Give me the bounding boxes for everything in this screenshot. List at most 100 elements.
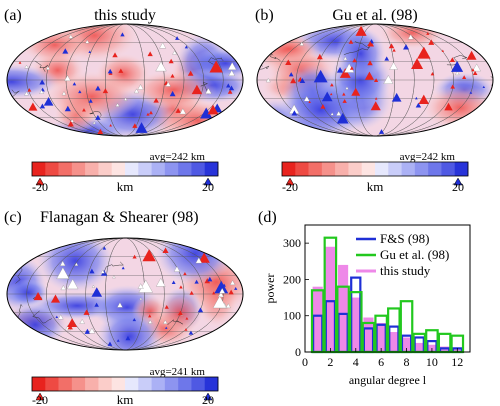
map-triangle-symbol	[70, 118, 75, 123]
map-triangle-symbol	[471, 68, 475, 72]
y-tick-label: 300	[283, 236, 301, 250]
map-triangle-symbol	[329, 92, 333, 96]
colorbar-segment	[164, 377, 179, 391]
map-triangle-symbol	[60, 285, 67, 291]
map-triangle-symbol	[91, 284, 96, 288]
map-triangle-symbol	[179, 108, 187, 115]
map-triangle-symbol	[62, 48, 69, 54]
colorbar-segment	[178, 377, 192, 391]
panel-d-chart: (d) 0 2 4 6 8 10 12 0 100 200 300 angular degree l p…	[258, 209, 471, 387]
map-triangle-symbol	[228, 85, 235, 91]
map-triangle-symbol	[407, 34, 414, 40]
map-triangle-symbol	[61, 91, 67, 96]
map-triangle-symbol	[426, 31, 430, 35]
map-triangle-symbol	[147, 51, 153, 57]
map-triangle-symbol	[217, 291, 224, 298]
map-triangle-symbol	[288, 72, 294, 77]
colorbar-segment	[32, 162, 46, 176]
colorbar-segment	[125, 162, 139, 176]
map-triangle-symbol	[191, 84, 203, 95]
map-triangle-symbol	[444, 102, 453, 111]
panel-a-letter: (a)	[4, 7, 22, 24]
map-triangle-symbol	[165, 326, 168, 329]
panel-c-cbar-max: 20	[202, 393, 214, 406]
map-meridian	[105, 238, 145, 350]
map-triangle-symbol	[85, 39, 90, 44]
colorbar-frame	[31, 161, 219, 177]
map-triangle-symbol	[342, 92, 346, 96]
map-triangle-symbol	[449, 57, 455, 62]
map-triangle-symbol	[67, 324, 73, 330]
map-fast-region	[155, 238, 234, 285]
map-triangle-symbol	[56, 267, 70, 279]
map-triangle-symbol	[107, 68, 113, 74]
x-tick-label: 4	[353, 355, 359, 369]
map-triangle-symbol	[95, 85, 101, 91]
map-triangle-symbol	[50, 294, 61, 303]
panel-b: (b) Gu et al. (98) avg=242 km -20 km 20	[255, 7, 494, 194]
map-triangle-symbol	[348, 39, 354, 44]
map-triangle-symbol	[115, 102, 120, 107]
map-fast-region	[97, 308, 163, 350]
map-triangle-symbol	[79, 318, 85, 324]
colorbar-segment	[125, 377, 139, 391]
map-triangle-symbol	[428, 39, 435, 45]
map-coastline	[208, 57, 224, 65]
bar-this-study	[376, 322, 387, 352]
colorbar-min-marker	[35, 392, 45, 401]
map-triangle-symbol	[330, 112, 334, 116]
colorbar-segment	[151, 162, 166, 176]
colorbar-segment	[295, 162, 309, 176]
map-triangle-symbol	[102, 246, 107, 250]
map-triangle-symbol	[299, 78, 306, 83]
panel-b-letter: (b)	[255, 7, 274, 24]
map-triangle-symbol	[228, 289, 234, 295]
panel-b-colorbar	[281, 161, 469, 186]
map-triangle-symbol	[351, 87, 361, 96]
map-triangle-symbol	[184, 328, 188, 331]
map-triangle-symbol	[384, 56, 390, 61]
map-coastline	[354, 41, 374, 48]
map-triangle-symbol	[415, 102, 422, 108]
legend-label: this study	[380, 263, 431, 278]
colorbar-frame	[31, 376, 219, 392]
map-triangle-symbol	[383, 74, 394, 84]
map-triangle-symbol	[234, 286, 238, 290]
panel-b-cbar-max: 20	[452, 180, 464, 194]
map-triangle-symbol	[155, 61, 167, 72]
panel-b-cbar-min: -20	[282, 180, 298, 194]
map-coastline	[34, 60, 49, 72]
y-tick-label: 200	[283, 272, 301, 286]
bar-this-study	[363, 317, 374, 352]
panel-a-cbar-unit: km	[117, 179, 134, 194]
map-outline	[6, 237, 244, 351]
map-triangle-symbol	[171, 280, 176, 285]
map-triangle-symbol	[132, 123, 138, 128]
map-triangle-symbol	[227, 62, 237, 70]
map-coastline	[104, 261, 124, 271]
map-fast-region	[7, 301, 67, 348]
map-triangle-symbol	[336, 110, 342, 116]
map-triangle-symbol	[209, 60, 223, 73]
map-triangle-symbol	[142, 249, 156, 262]
map-triangle-symbol	[188, 330, 194, 335]
panel-a-cbar-min: -20	[32, 180, 48, 194]
map-triangle-symbol	[225, 303, 231, 309]
map-triangle-symbol	[200, 107, 213, 119]
map-triangle-symbol	[204, 278, 211, 284]
colorbar-segment	[71, 162, 86, 176]
map-slow-region	[21, 26, 89, 64]
map-triangle-symbol	[59, 260, 66, 266]
map-fast-region	[7, 64, 60, 100]
map-triangle-symbol	[132, 254, 137, 259]
panel-c-title: Flanagan & Shearer (98)	[40, 209, 199, 226]
map-coastline	[89, 110, 102, 118]
map-triangle-symbol	[121, 266, 125, 270]
map-triangle-symbol	[164, 305, 169, 309]
map-triangle-symbol	[169, 90, 176, 97]
map-triangle-symbol	[343, 56, 348, 61]
map-triangle-symbol	[367, 60, 373, 66]
colorbar-segment	[401, 162, 416, 176]
map-triangle-symbol	[411, 58, 424, 70]
